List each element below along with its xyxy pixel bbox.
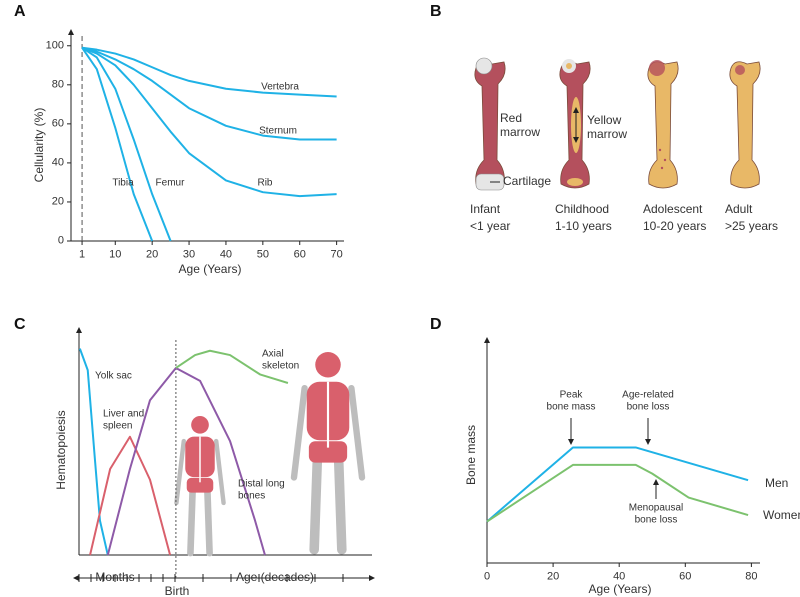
red-marrow bbox=[649, 60, 665, 76]
x-axis-label: Age (Years) bbox=[588, 582, 652, 597]
stage-name: Infant bbox=[470, 202, 501, 217]
annotation: Birth bbox=[164, 584, 190, 597]
series-label: Sternum bbox=[259, 125, 297, 137]
x-tick-label: 80 bbox=[745, 570, 758, 583]
skeleton-pelvis bbox=[186, 477, 214, 493]
series-label: Vertebra bbox=[261, 81, 299, 93]
series-label: Men bbox=[765, 476, 789, 491]
series-label: Tibia bbox=[112, 177, 134, 189]
skeleton-arm bbox=[214, 438, 226, 506]
y-axis-label: Cellularity (%) bbox=[32, 107, 47, 183]
annotation: Menopausal bone loss bbox=[628, 502, 684, 526]
y-axis-label: Bone mass bbox=[464, 424, 479, 486]
y-tick-label: 0 bbox=[57, 234, 64, 247]
series-line bbox=[486, 446, 749, 523]
ossification bbox=[567, 178, 583, 186]
series-line bbox=[81, 46, 337, 98]
cartilage bbox=[475, 57, 493, 75]
x-tick-label: 60 bbox=[293, 248, 306, 261]
illustrations bbox=[174, 57, 761, 557]
series-line bbox=[175, 349, 289, 384]
skeleton-pelvis bbox=[308, 441, 348, 463]
stage-age: 10-20 years bbox=[643, 219, 707, 234]
x-tick-label: 0 bbox=[483, 570, 491, 583]
skeleton-leg bbox=[309, 453, 323, 555]
x-tick-label: 1 bbox=[79, 248, 86, 261]
panel-label: D bbox=[430, 315, 442, 333]
panel-label: B bbox=[430, 2, 442, 20]
x-axis-label: Age (decades) bbox=[235, 570, 315, 585]
series-line bbox=[106, 366, 266, 556]
y-tick-label: 80 bbox=[51, 78, 64, 91]
x-tick-label: 10 bbox=[109, 248, 122, 261]
series-line bbox=[78, 348, 109, 556]
bone bbox=[647, 61, 679, 189]
stage-age: <1 year bbox=[470, 219, 511, 234]
x-axis-label: Months bbox=[95, 570, 135, 585]
red-speck bbox=[663, 158, 667, 162]
red-speck bbox=[658, 148, 662, 152]
skeleton-leg bbox=[333, 453, 347, 555]
x-tick-label: 70 bbox=[330, 248, 343, 261]
skeleton bbox=[290, 352, 366, 555]
series-line bbox=[81, 46, 172, 242]
x-axis-label: Age (Years) bbox=[178, 262, 242, 277]
series-label: Women bbox=[763, 508, 800, 523]
series-label: Femur bbox=[155, 177, 185, 189]
bone-label: Yellow marrow bbox=[587, 113, 628, 141]
ossification bbox=[566, 63, 572, 69]
x-tick-label: 20 bbox=[146, 248, 159, 261]
stage-age: >25 years bbox=[725, 219, 779, 234]
y-tick-label: 60 bbox=[51, 117, 64, 130]
x-tick-label: 30 bbox=[182, 248, 196, 261]
x-tick-label: 50 bbox=[256, 248, 269, 261]
stage-name: Childhood bbox=[555, 202, 610, 217]
series-line bbox=[81, 47, 154, 242]
stage-name: Adult bbox=[725, 202, 753, 217]
series-line bbox=[81, 46, 337, 141]
series-label: Yolk sac bbox=[95, 370, 132, 382]
x-tick-label: 20 bbox=[546, 570, 560, 583]
series-line bbox=[89, 435, 172, 556]
stage-name: Adolescent bbox=[643, 202, 703, 217]
bone-label: Cartilage bbox=[503, 174, 552, 189]
bone-label: Red marrow bbox=[500, 111, 541, 139]
y-tick-label: 40 bbox=[51, 156, 64, 169]
series-line bbox=[81, 46, 337, 198]
skeleton-leg bbox=[187, 486, 196, 557]
y-axis-label: Hematopoiesis bbox=[54, 410, 69, 490]
annotation: Peak bone mass bbox=[546, 389, 596, 413]
skeleton-arm bbox=[348, 384, 366, 481]
skeleton-leg bbox=[204, 486, 213, 557]
x-tick-label: 40 bbox=[219, 248, 233, 261]
bone bbox=[729, 61, 761, 189]
x-tick-label: 40 bbox=[613, 570, 626, 583]
series-label: Liver and spleen bbox=[103, 408, 145, 432]
red-speck bbox=[660, 166, 664, 170]
skeleton-head bbox=[315, 352, 341, 378]
panel-label: A bbox=[14, 2, 26, 20]
series-label: Rib bbox=[257, 177, 273, 189]
red-marrow bbox=[735, 65, 745, 75]
series-label: Axial skeleton bbox=[262, 348, 300, 372]
stage-age: 1-10 years bbox=[555, 219, 612, 234]
annotation: Age-related bone loss bbox=[622, 389, 674, 413]
skeleton bbox=[174, 416, 226, 557]
skeleton-head bbox=[191, 416, 209, 434]
skeleton-arm bbox=[290, 384, 308, 481]
series-label: Distal long bones bbox=[238, 478, 285, 502]
y-tick-label: 20 bbox=[51, 195, 64, 208]
series-line bbox=[486, 463, 749, 523]
y-tick-label: 100 bbox=[45, 39, 64, 52]
panel-label: C bbox=[14, 315, 26, 333]
x-tick-label: 60 bbox=[679, 570, 692, 583]
skeleton-arm bbox=[174, 438, 186, 506]
